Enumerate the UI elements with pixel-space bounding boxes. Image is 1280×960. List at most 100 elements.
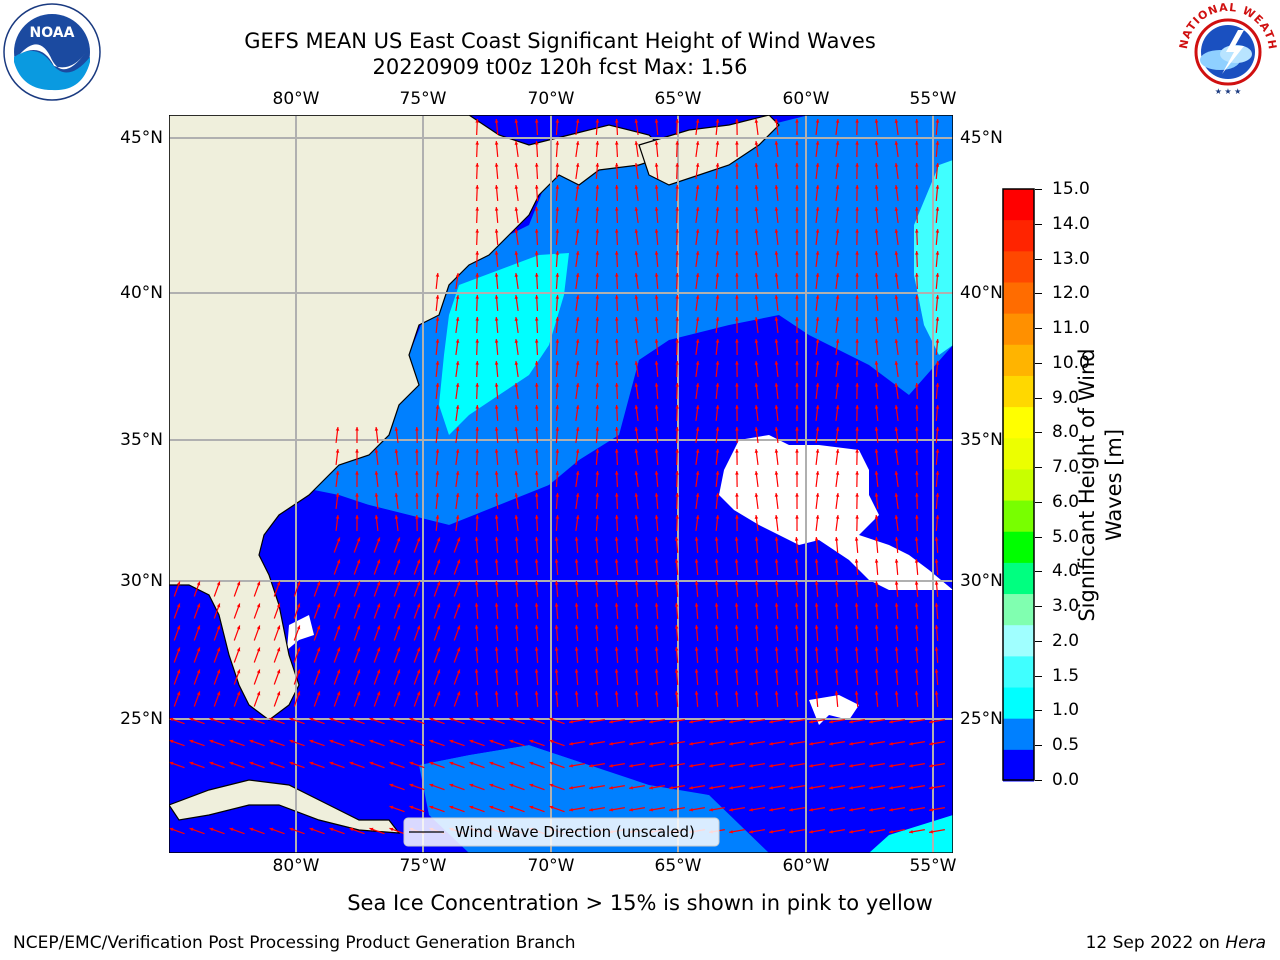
arrow-head bbox=[695, 471, 700, 475]
arrow-head bbox=[554, 581, 559, 585]
nws-logo-icon: NATIONAL WEATHER SERVICE ★ ★ ★ bbox=[1178, 2, 1278, 100]
arrow-head bbox=[774, 625, 779, 629]
arrow-head bbox=[835, 163, 840, 167]
arrow-head bbox=[935, 207, 940, 211]
arrow-head bbox=[795, 493, 799, 497]
arrow-head bbox=[935, 405, 940, 409]
arrow-head bbox=[634, 537, 639, 541]
arrow-head bbox=[855, 295, 859, 299]
arrow-head bbox=[534, 537, 539, 541]
arrow-head bbox=[774, 295, 779, 299]
arrow-head bbox=[815, 251, 820, 255]
arrow-head bbox=[794, 581, 799, 585]
arrow-head bbox=[814, 537, 819, 541]
arrow-head bbox=[735, 163, 739, 167]
arrow-head bbox=[795, 405, 799, 409]
arrow-head bbox=[369, 827, 374, 832]
arrow-head bbox=[575, 427, 580, 431]
arrow-head bbox=[915, 493, 919, 497]
arrow-head bbox=[514, 669, 519, 673]
arrow-head bbox=[715, 251, 720, 255]
arrow-head bbox=[929, 741, 933, 746]
arrow-head bbox=[929, 763, 933, 768]
arrow-head bbox=[774, 537, 779, 541]
colorbar-tick-mark bbox=[1035, 675, 1042, 677]
arrow-head bbox=[894, 515, 899, 519]
colorbar-segment bbox=[1003, 749, 1034, 782]
arrow-head bbox=[915, 229, 919, 233]
arrow-head bbox=[409, 783, 414, 788]
arrow-head bbox=[675, 405, 679, 409]
land-nova-scotia bbox=[638, 115, 780, 186]
arrow-head bbox=[614, 383, 619, 387]
arrow-head bbox=[835, 383, 840, 387]
arrow-head bbox=[534, 559, 539, 563]
colorbar-segment bbox=[1003, 562, 1034, 595]
lat-tick-left-40n: 40°N bbox=[120, 283, 163, 303]
arrow-head bbox=[236, 691, 241, 696]
arrow-head bbox=[809, 763, 813, 768]
arrow-head bbox=[694, 581, 699, 585]
arrow-head bbox=[855, 273, 859, 277]
arrow-head bbox=[654, 141, 659, 145]
arrow-head bbox=[374, 493, 379, 497]
arrow-head bbox=[634, 669, 639, 673]
arrow-head bbox=[795, 515, 799, 519]
arrow-head bbox=[494, 141, 499, 145]
arrow-head bbox=[754, 647, 759, 651]
arrow-head bbox=[614, 449, 619, 453]
arrow-head bbox=[735, 207, 739, 211]
arrow-head bbox=[894, 427, 899, 431]
arrow-head bbox=[829, 807, 833, 812]
colorbar-segment bbox=[1003, 687, 1034, 720]
arrow-head bbox=[735, 515, 739, 519]
arrow-head bbox=[494, 383, 499, 387]
arrow-head bbox=[575, 163, 580, 167]
arrow-head bbox=[855, 251, 859, 255]
arrow-head bbox=[534, 493, 539, 497]
arrow-head bbox=[915, 163, 919, 167]
arrow-head bbox=[489, 805, 494, 810]
arrow-head bbox=[455, 317, 460, 321]
arrow-head bbox=[335, 427, 340, 431]
arrow-head bbox=[374, 515, 379, 519]
colorbar-segment bbox=[1003, 407, 1034, 439]
wave-region-0-5-1-0-north bbox=[229, 115, 953, 525]
arrow-head bbox=[575, 119, 580, 123]
arrow-head bbox=[475, 273, 480, 277]
arrow-head bbox=[929, 719, 933, 724]
arrow-head bbox=[654, 251, 659, 255]
arrow-head bbox=[715, 229, 720, 233]
arrow-head bbox=[674, 647, 679, 651]
arrow-head bbox=[675, 317, 679, 321]
arrow-head bbox=[336, 625, 341, 630]
arrow-head bbox=[855, 471, 859, 475]
arrow-head bbox=[575, 405, 580, 409]
arrow-head bbox=[436, 559, 441, 564]
arrow-head bbox=[456, 625, 461, 630]
arrow-head bbox=[715, 383, 720, 387]
lat-tick-left-30n: 30°N bbox=[120, 571, 163, 591]
arrow-head bbox=[894, 339, 899, 343]
arrow-head bbox=[534, 625, 539, 629]
arrow-head bbox=[475, 141, 480, 145]
arrow-head bbox=[835, 361, 840, 365]
arrow-head bbox=[629, 741, 633, 746]
arrow-head bbox=[436, 691, 441, 696]
arrow-head bbox=[874, 691, 879, 695]
arrow-head bbox=[269, 827, 274, 832]
arrow-head bbox=[494, 581, 499, 585]
arrow-head bbox=[296, 603, 301, 608]
colorbar-tick-mark bbox=[1035, 362, 1042, 364]
colorbar-tick-label: 8.0 bbox=[1052, 422, 1080, 443]
arrow-head bbox=[749, 719, 753, 724]
arrow-head bbox=[514, 251, 519, 255]
arrow-head bbox=[835, 229, 840, 233]
arrow-head bbox=[874, 317, 879, 321]
arrow-head bbox=[829, 741, 833, 746]
arrow-head bbox=[435, 273, 440, 277]
arrow-head bbox=[695, 449, 700, 453]
arrow-head bbox=[715, 471, 720, 475]
arrow-head bbox=[815, 295, 820, 299]
arrow-head bbox=[494, 361, 499, 365]
